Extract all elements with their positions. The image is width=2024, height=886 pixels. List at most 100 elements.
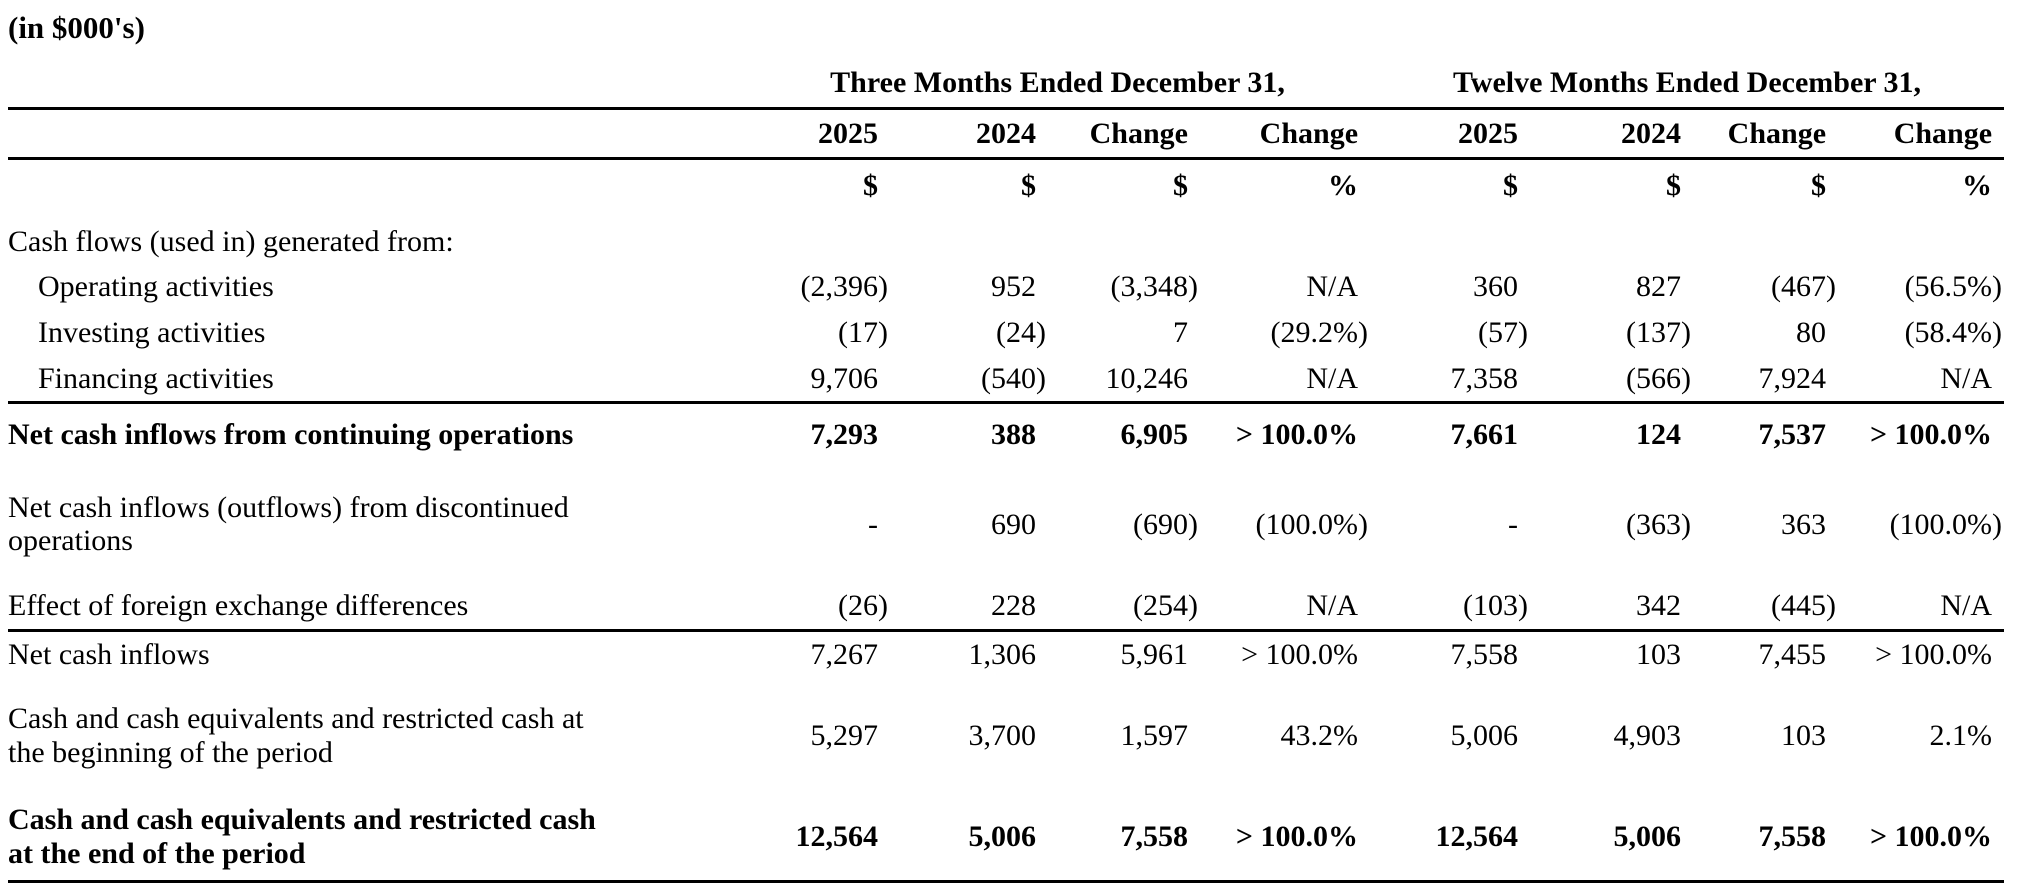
year-header: Change (1200, 108, 1371, 161)
value-text: (137) (1626, 315, 1692, 349)
value-cell: (445) (1693, 582, 1839, 632)
value-cell: 80 (1693, 310, 1838, 356)
value-text: > 100.0% (1235, 418, 1359, 452)
value-cell: 7,267 (745, 630, 890, 677)
table-row: Cash flows (used in) generated from: (8, 219, 2004, 265)
table-row: Financing activities 9,706 (540) 10,246 N/A 7… (8, 355, 2005, 405)
value-text: 952 (991, 270, 1036, 304)
row-label: Investing activities (38, 315, 266, 349)
row-label: Net cash inflows (outflows) from discont… (8, 490, 569, 558)
value-text: (24) (996, 315, 1046, 349)
value-cell: 103 (1530, 630, 1693, 677)
year-header: Change (1693, 108, 1839, 161)
value-text: - (1508, 507, 1519, 541)
period-header-row: Three Months Ended December 31, Twelve M… (8, 62, 2005, 110)
value-cell (1048, 219, 1200, 265)
value-text: 10,246 (1105, 361, 1189, 395)
units-label: (in $000's) (8, 10, 145, 45)
value-cell: N/A (1838, 355, 2005, 405)
value-text: (100.0%) (1889, 507, 2003, 541)
row-label: Cash and cash equivalents and restricted… (8, 702, 584, 769)
value-text: 228 (991, 588, 1036, 622)
value-text: N/A (1306, 588, 1359, 622)
value-cell: (690) (1048, 466, 1200, 583)
value-cell (1838, 219, 2004, 265)
value-text: > 100.0% (1241, 637, 1359, 671)
value-text: 80 (1796, 315, 1827, 349)
value-text: 7 (1173, 315, 1188, 349)
value-cell (1200, 219, 1370, 265)
value-text: 4,903 (1613, 718, 1682, 752)
year-header: 2025 (745, 108, 890, 161)
value-text: (58.4%) (1904, 315, 2003, 349)
value-text: 388 (991, 418, 1036, 452)
row-label: Financing activities (8, 355, 745, 405)
value-text: (29.2%) (1270, 315, 1369, 349)
year-header: Change (1838, 108, 2005, 161)
unit-header: $ (1503, 169, 1519, 203)
value-text: (2,396) (800, 270, 888, 304)
value-cell: 1,306 (890, 630, 1048, 677)
table-row: Net cash inflows from continuing operati… (8, 403, 2004, 466)
row-label: Net cash inflows from continuing operati… (8, 418, 574, 452)
value-cell (890, 219, 1048, 265)
value-text: 827 (1636, 270, 1682, 304)
value-text: 7,558 (1450, 637, 1519, 671)
row-label: Effect of foreign exchange differences (8, 582, 745, 632)
value-text: 5,006 (1613, 820, 1682, 854)
value-text: 5,961 (1120, 637, 1189, 671)
value-cell: 7 (1048, 310, 1200, 356)
value-text: (254) (1133, 588, 1198, 622)
value-text: 43.2% (1280, 718, 1359, 752)
unit-header: $ (1173, 169, 1188, 203)
value-text: 103 (1636, 637, 1682, 671)
value-text: (57) (1478, 315, 1529, 349)
value-text: 5,297 (810, 718, 879, 752)
value-cell: 363 (1693, 466, 1838, 583)
value-text: 342 (1636, 588, 1682, 622)
value-text: (540) (981, 361, 1046, 395)
value-text: (690) (1133, 507, 1198, 541)
value-text: 7,558 (1758, 820, 1827, 854)
value-cell: 3,700 (890, 677, 1048, 794)
value-text: 7,558 (1120, 820, 1189, 854)
value-cell: (24) (890, 310, 1048, 356)
value-cell: (57) (1370, 310, 1530, 356)
table-row: Operating activities (2,396) 952 (3,348) N/A… (8, 264, 2004, 310)
value-text: 1,306 (968, 637, 1037, 671)
value-cell: (56.5%) (1838, 264, 2004, 310)
value-text: 12,564 (795, 820, 879, 854)
value-text: (467) (1771, 270, 1837, 304)
value-cell: > 100.0% (1200, 630, 1370, 677)
row-label: Cash flows (used in) generated from: (8, 224, 454, 258)
year-header: 2024 (890, 108, 1048, 161)
row-label: Cash and cash equivalents and restricted… (8, 794, 745, 883)
value-cell: 6,905 (1048, 403, 1200, 466)
table-row: Cash and cash equivalents and restricted… (8, 794, 2005, 883)
value-text: > 100.0% (1235, 820, 1359, 854)
value-cell (745, 219, 890, 265)
value-cell: (103) (1370, 582, 1531, 632)
year-header: Change (1048, 108, 1200, 161)
value-cell: 7,558 (1370, 630, 1530, 677)
value-cell: 388 (890, 403, 1048, 466)
value-cell: (254) (1048, 582, 1200, 632)
value-cell: 228 (890, 582, 1048, 632)
unit-header: $ (863, 169, 878, 203)
value-cell: - (1370, 466, 1530, 583)
value-cell: (29.2%) (1200, 310, 1370, 356)
value-cell: 360 (1370, 264, 1530, 310)
period-header-twelve-months: Twelve Months Ended December 31, (1370, 62, 2005, 110)
value-text: 124 (1636, 418, 1682, 452)
value-text: > 100.0% (1869, 820, 1993, 854)
value-text: (445) (1771, 588, 1837, 622)
value-cell: 4,903 (1530, 677, 1693, 794)
value-cell: 2.1% (1838, 677, 2004, 794)
value-text: 7,661 (1450, 418, 1519, 452)
value-cell: 43.2% (1200, 677, 1370, 794)
value-cell: 7,455 (1693, 630, 1838, 677)
table-row: Net cash inflows (outflows) from discont… (8, 466, 2004, 583)
value-cell: 9,706 (745, 355, 890, 405)
value-cell: 1,597 (1048, 677, 1200, 794)
row-label: Net cash inflows (8, 637, 210, 671)
